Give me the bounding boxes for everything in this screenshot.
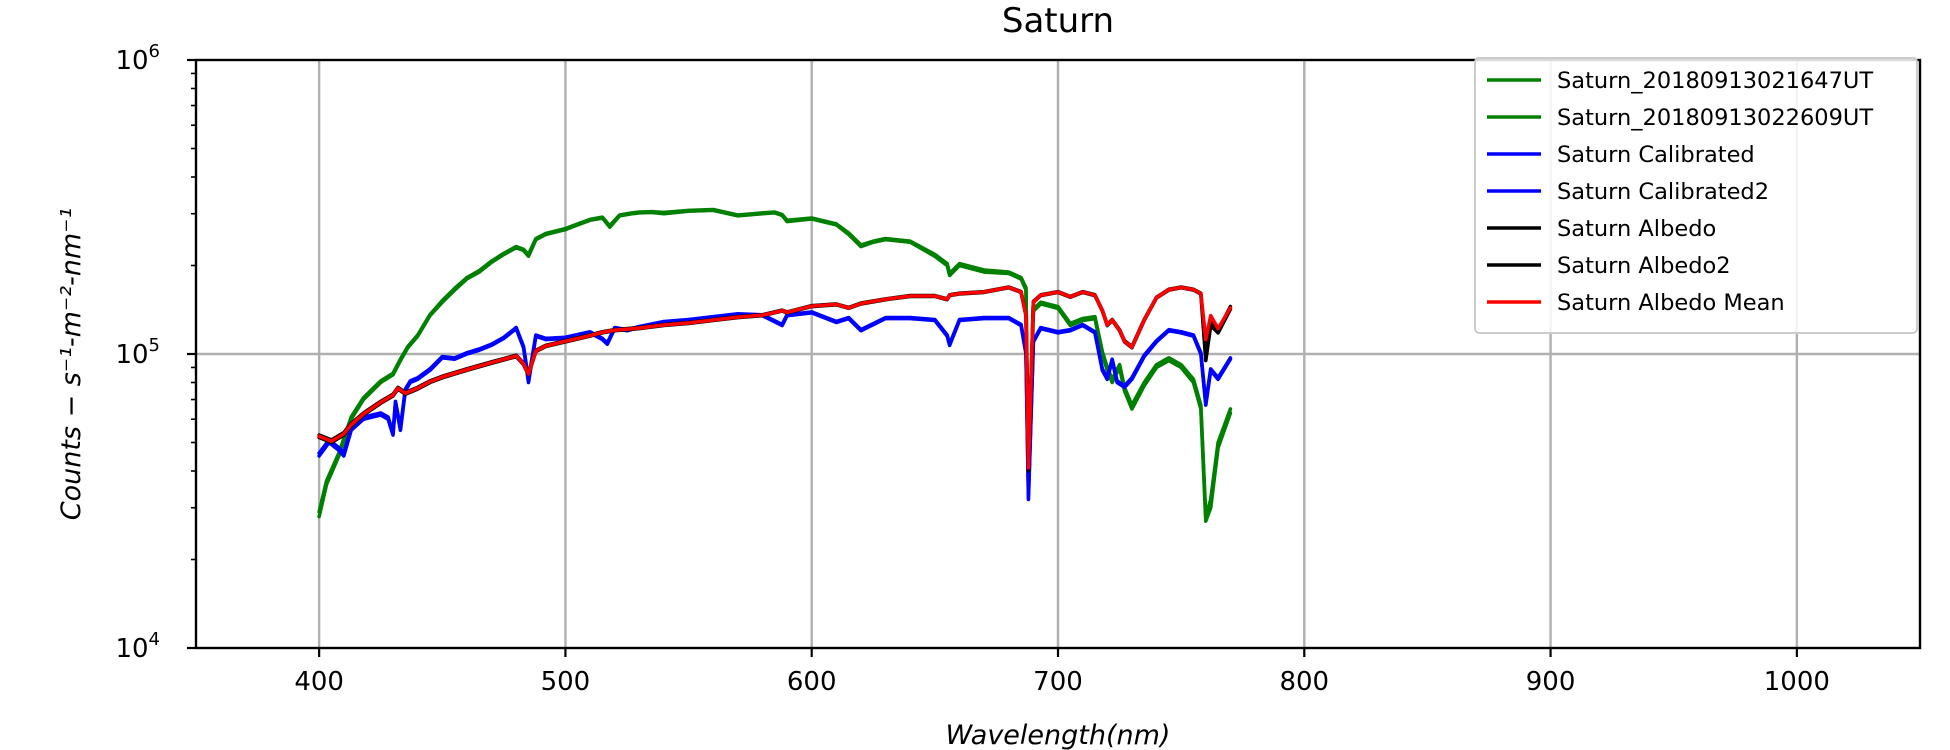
series-line-4 xyxy=(317,310,1233,498)
y-tick-exponent: 4 xyxy=(149,629,160,650)
legend-label: Saturn Albedo2 xyxy=(1557,253,1731,279)
y-tick-exponent: 5 xyxy=(149,335,160,356)
x-tick-label: 800 xyxy=(1279,667,1329,697)
legend-box xyxy=(1474,57,1918,334)
x-axis-title: Wavelength(nm) xyxy=(946,720,1171,750)
grid xyxy=(196,60,1920,648)
y-tick-exponent: 6 xyxy=(149,41,160,62)
chart-title: Saturn xyxy=(1002,1,1114,41)
x-tick-label: 700 xyxy=(1033,667,1083,697)
legend-label: Saturn_20180913021647UT xyxy=(1557,68,1873,94)
legend-label: Saturn Calibrated2 xyxy=(1557,179,1769,205)
legend-label: Saturn Calibrated xyxy=(1557,142,1755,168)
legend-label: Saturn_20180913022609UT xyxy=(1557,105,1873,131)
series-line-2 xyxy=(317,207,1233,519)
x-tick-label: 600 xyxy=(787,667,837,697)
legend-label: Saturn Albedo Mean xyxy=(1557,290,1785,316)
x-tick-label: 400 xyxy=(294,667,344,697)
x-tick-label: 900 xyxy=(1526,667,1576,697)
y-axis-title: Counts − s⁻¹-m⁻²-nm⁻¹ xyxy=(56,208,87,521)
series-line-7 xyxy=(317,285,1233,470)
x-tick-label: 500 xyxy=(541,667,591,697)
legend-label: Saturn Albedo xyxy=(1557,216,1716,242)
legend: Saturn_20180913021647UT Saturn_2018091302… xyxy=(1474,57,1918,334)
series-lines xyxy=(317,207,1233,523)
x-tick-label: 1000 xyxy=(1764,667,1830,697)
